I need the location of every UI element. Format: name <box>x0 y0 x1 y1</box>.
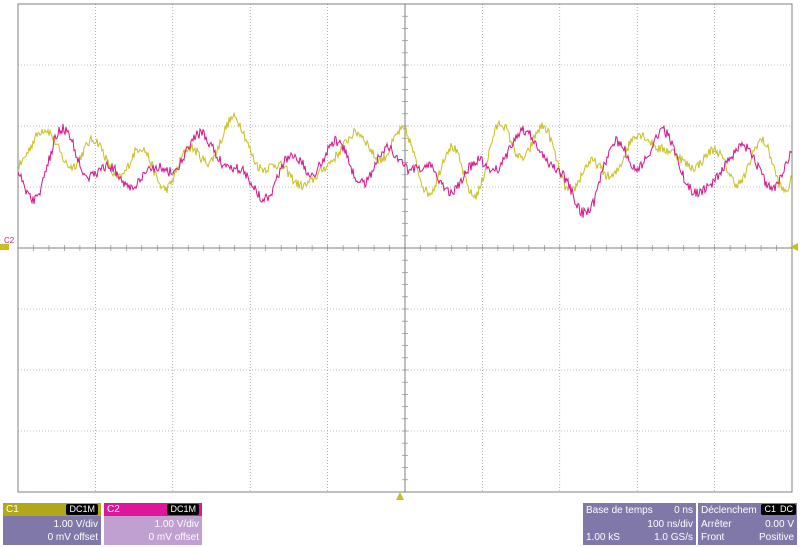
trigger-level: 0.00 V <box>765 519 794 530</box>
channel-2-trace <box>17 123 793 218</box>
trigger-mode: Arrêter <box>701 519 732 530</box>
channel-2-panel[interactable]: C2 DC1M 1.00 V/div 0 mV offset <box>104 503 202 545</box>
channel-1-header: C1 DC1M <box>3 503 101 516</box>
trigger-level-marker[interactable] <box>790 243 798 251</box>
channel-1-coupling-badge: DC1M <box>66 504 98 515</box>
trigger-type: Front <box>701 532 725 543</box>
channel-1-trace <box>17 111 793 200</box>
channel-2-label: C2 <box>107 504 120 515</box>
timebase-samples: 1.00 kS <box>586 532 620 543</box>
channel-2-coupling-badge: DC1M <box>167 504 199 515</box>
graticule <box>17 3 793 493</box>
c2-ground-label: C2 <box>4 236 15 245</box>
trigger-slope: Positive <box>758 532 794 543</box>
channel-2-scale: 1.00 V/div <box>154 519 199 530</box>
channel-1-scale: 1.00 V/div <box>53 519 98 530</box>
trigger-source-badge: C1 <box>761 504 779 515</box>
trigger-title: Déclenchem <box>701 505 757 516</box>
timebase-panel[interactable]: Base de temps 0 ns 100 ns/div 1.00 kS 1.… <box>583 503 696 545</box>
channel-1-offset: 0 mV offset <box>47 532 98 543</box>
markers: C2 <box>0 236 798 500</box>
channel-2-header: C2 DC1M <box>104 503 202 516</box>
waveform-traces <box>17 111 793 218</box>
timebase-rate: 1.0 GS/s <box>654 532 693 543</box>
c1-ground-marker[interactable] <box>0 244 9 250</box>
timebase-scale: 100 ns/div <box>647 519 693 530</box>
waveform-display[interactable]: C2 <box>0 0 800 500</box>
timebase-title: Base de temps <box>586 505 653 516</box>
channel-1-panel[interactable]: C1 DC1M 1.00 V/div 0 mV offset <box>3 503 101 545</box>
channel-1-label: C1 <box>6 504 19 515</box>
channel-2-offset: 0 mV offset <box>148 532 199 543</box>
trigger-panel[interactable]: Déclenchem C1 DC Arrêter 0.00 V Front Po… <box>698 503 797 545</box>
trigger-coupling-badge: DC <box>777 504 796 515</box>
timebase-delay: 0 ns <box>674 505 693 516</box>
trigger-position-marker[interactable] <box>396 492 404 500</box>
